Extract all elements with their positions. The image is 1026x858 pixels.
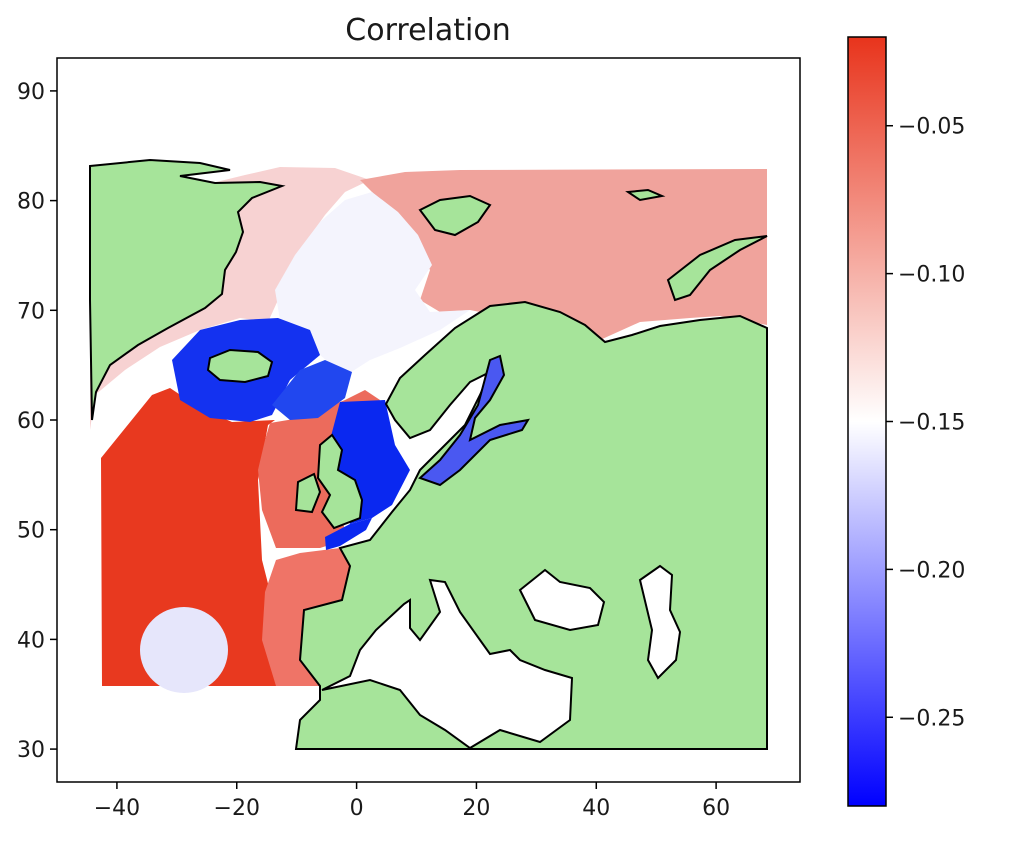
x-axis: −40 −20 0 20 40 60 bbox=[94, 782, 730, 821]
landmass-ireland bbox=[294, 472, 322, 514]
black-sea bbox=[518, 568, 606, 632]
caspian-sea bbox=[638, 564, 682, 680]
map-plot-area bbox=[89, 158, 768, 750]
region-norwegian-sea bbox=[275, 192, 470, 376]
y-tick-label: 30 bbox=[17, 738, 45, 763]
region-iberian-coast bbox=[262, 548, 350, 686]
x-tick-label: 20 bbox=[462, 796, 490, 821]
colorbar-tick-label: −0.05 bbox=[898, 115, 965, 140]
x-tick-label: 40 bbox=[582, 796, 610, 821]
y-axis: 30 40 50 60 70 80 90 bbox=[17, 80, 57, 763]
landmass-svalbard bbox=[418, 194, 492, 237]
landmass-great-britain bbox=[316, 433, 364, 530]
y-tick-label: 50 bbox=[17, 519, 45, 544]
colorbar-tick-label: −0.15 bbox=[898, 411, 965, 436]
region-faroe-shetland bbox=[272, 360, 352, 420]
colorbar-tick-label: −0.25 bbox=[898, 706, 965, 731]
x-tick-label: −40 bbox=[94, 796, 140, 821]
x-tick-label: 60 bbox=[702, 796, 730, 821]
colorbar bbox=[847, 36, 887, 807]
y-tick-label: 60 bbox=[17, 409, 45, 434]
region-azores bbox=[140, 607, 228, 693]
colorbar-tick-label: −0.20 bbox=[898, 558, 965, 583]
landmass-greenland bbox=[89, 158, 286, 421]
colorbar-tick-label: −0.10 bbox=[898, 263, 965, 288]
y-tick-label: 40 bbox=[17, 628, 45, 653]
x-tick-label: 0 bbox=[350, 796, 364, 821]
colorbar-axis: −0.05 −0.10 −0.15 −0.20 −0.25 bbox=[886, 115, 965, 731]
y-tick-label: 70 bbox=[17, 299, 45, 324]
region-baltic-sea bbox=[418, 354, 530, 487]
mediterranean-sea bbox=[321, 578, 574, 750]
region-english-channel bbox=[325, 518, 372, 550]
y-tick-label: 80 bbox=[17, 190, 45, 215]
region-central-atlantic bbox=[101, 388, 276, 686]
chart-title: Correlation bbox=[345, 13, 510, 48]
landmass-iceland bbox=[206, 348, 274, 384]
x-tick-label: −20 bbox=[214, 796, 260, 821]
y-tick-label: 90 bbox=[17, 80, 45, 105]
landmass-novaya-zemlya bbox=[666, 235, 768, 302]
landmass-franz-josef bbox=[625, 188, 666, 202]
